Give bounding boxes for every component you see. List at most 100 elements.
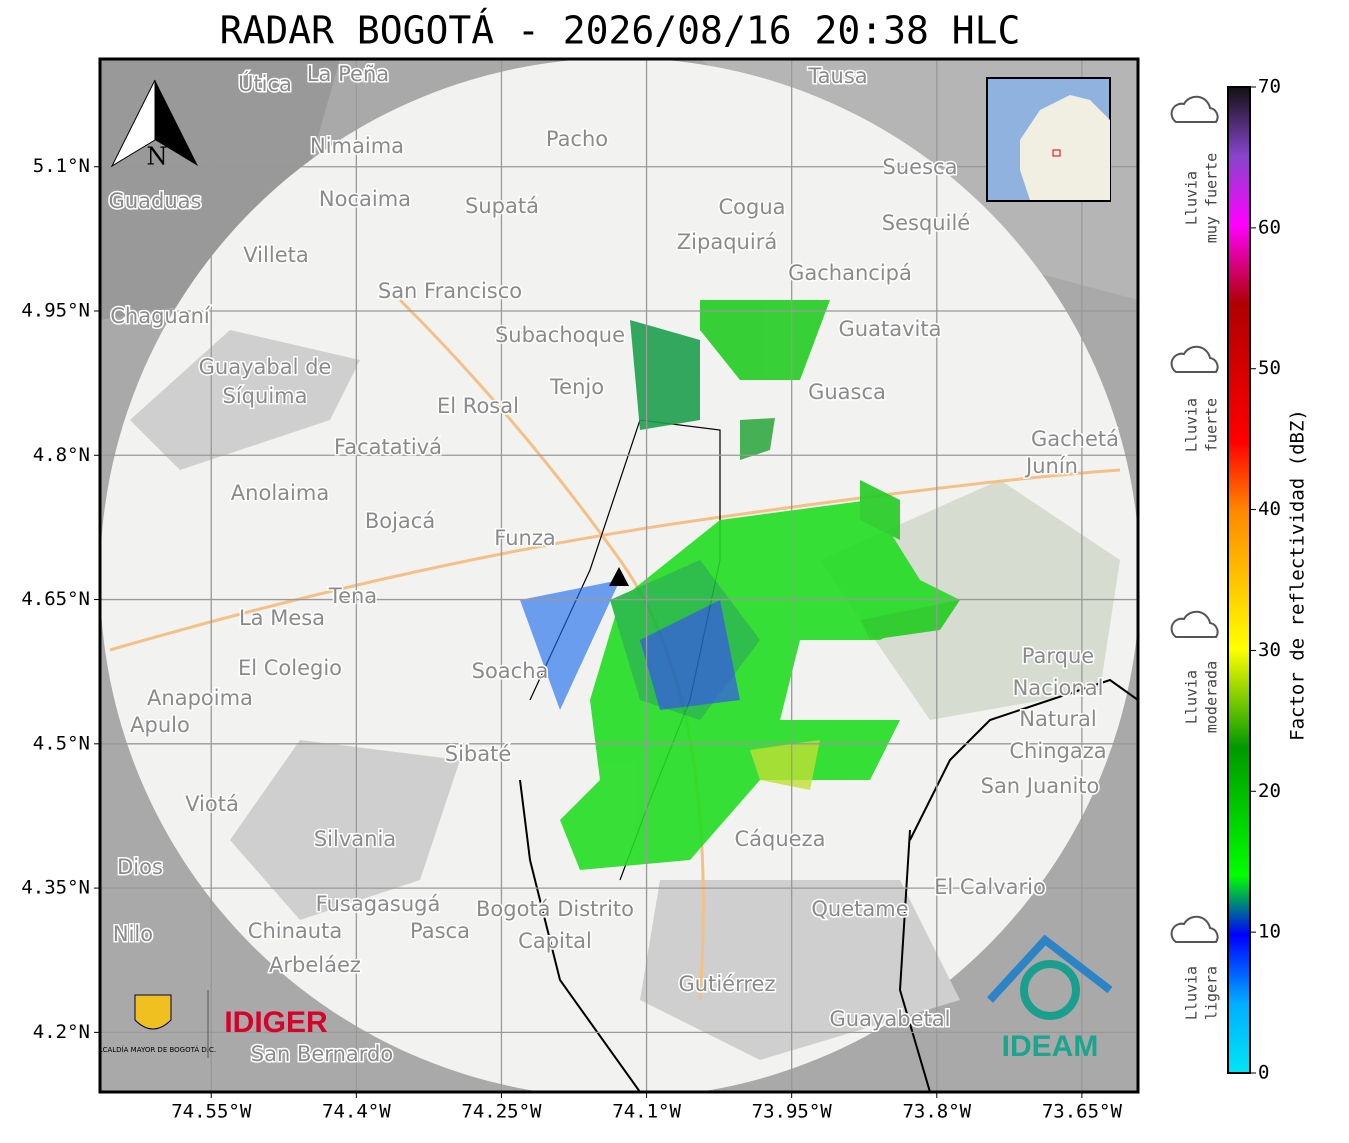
x-tick-label: 74.25°W — [461, 1101, 542, 1123]
place-label: El Calvario — [934, 875, 1046, 899]
map: ALCALDÍA MAYOR DE BOGOTÁ D.C. IDIGER IDE… — [94, 59, 1138, 1092]
colorbar-tick-label: 30 — [1258, 639, 1281, 661]
map-frame — [98, 57, 1140, 1094]
rain-icon — [1170, 915, 1219, 943]
colorbar-tick-label: 60 — [1258, 216, 1281, 238]
x-tick-label: 74.4°W — [322, 1101, 391, 1123]
place-label: Pasca — [410, 919, 470, 943]
y-tick-label: 5.1°N — [33, 155, 90, 177]
place-label: Subachoque — [495, 323, 625, 347]
x-tick-label: 73.8°W — [902, 1101, 971, 1123]
cloud — [1170, 610, 1219, 638]
place-label: Guatavita — [839, 317, 942, 341]
place-label: Arbeláez — [269, 953, 361, 977]
intensity-label: Lluvia — [1183, 171, 1201, 225]
intensity-label: moderada — [1203, 661, 1221, 733]
place-label: Anapoima — [147, 686, 253, 710]
place-label: Funza — [494, 526, 555, 550]
place-label: Silvania — [314, 827, 396, 851]
place-label: Sibaté — [445, 742, 512, 766]
x-tick-label: 74.1°W — [612, 1101, 681, 1123]
rain-icon — [1170, 345, 1219, 373]
place-label: Fusagasugá — [316, 892, 441, 916]
x-tick-label: 73.95°W — [752, 1101, 833, 1123]
place-label: Cáqueza — [735, 827, 826, 851]
y-tick-label: 4.5°N — [33, 732, 90, 754]
place-label: Nimaima — [310, 134, 404, 158]
colorbar-tick-label: 40 — [1258, 498, 1281, 520]
colorbar-label: Factor de reflectividad (dBZ) — [1287, 409, 1309, 741]
y-tick-label: 4.95°N — [21, 299, 90, 321]
y-tick-label: 4.8°N — [33, 444, 90, 466]
place-label: Chaguaní — [110, 304, 211, 328]
north-arrow: N — [110, 79, 198, 171]
place-label: Guayabal de — [199, 355, 332, 379]
radar-site — [609, 567, 629, 586]
place-label: Chingaza — [1009, 739, 1106, 763]
place-label: Facatativá — [334, 435, 442, 459]
alcaldia-text: ALCALDÍA MAYOR DE BOGOTÁ D.C. — [94, 1045, 216, 1054]
colorbar-tick-label: 20 — [1258, 780, 1281, 802]
place-label: Útica — [238, 71, 292, 96]
place-label: Tena — [328, 584, 377, 608]
place-label: Tenjo — [549, 375, 604, 399]
place-label: Supatá — [465, 194, 539, 218]
alcaldia-logo: ALCALDÍA MAYOR DE BOGOTÁ D.C. IDIGER — [94, 990, 328, 1058]
ideam-text: IDEAM — [1002, 1030, 1099, 1063]
place-label: Viotá — [185, 792, 239, 816]
place-label: Villeta — [243, 243, 308, 267]
colorbar-tick-label: 0 — [1258, 1062, 1269, 1084]
place-label: Chinauta — [248, 919, 342, 943]
place-label: San Francisco — [378, 279, 522, 303]
place-label: Zipaquirá — [677, 230, 777, 254]
place-label: Gachetá — [1031, 427, 1119, 451]
intensity-label: Lluvia — [1183, 966, 1201, 1020]
place-label: Parque — [1022, 644, 1094, 668]
place-label: Junín — [1024, 454, 1078, 478]
ideam-logo: IDEAM — [987, 934, 1113, 1063]
place-label: Guasca — [808, 380, 886, 404]
place-label: Cogua — [718, 195, 785, 219]
y-tick-label: 4.35°N — [21, 877, 90, 899]
place-label: Soacha — [472, 659, 549, 683]
place-label: Capital — [518, 929, 592, 953]
place-label: Nocaima — [319, 187, 411, 211]
place-label: Gutiérrez — [679, 972, 776, 996]
colorbar — [1227, 86, 1251, 1074]
intensity-label: muy fuerte — [1203, 153, 1221, 243]
colorbar-tick-label: 50 — [1258, 357, 1281, 379]
y-tick-label: 4.2°N — [33, 1021, 90, 1043]
place-label: Anolaima — [231, 481, 329, 505]
cloud — [1170, 95, 1219, 123]
place-label: Guaduas — [109, 189, 202, 213]
place-label: El Colegio — [238, 656, 342, 680]
x-tick-label: 73.65°W — [1042, 1101, 1123, 1123]
colorbar-tick-label: 70 — [1258, 76, 1281, 98]
rain-icon — [1170, 610, 1219, 638]
cloud — [1170, 345, 1219, 373]
place-label: Síquima — [223, 384, 308, 408]
north-label: N — [147, 143, 168, 171]
place-label: Sesquilé — [882, 211, 970, 235]
place-label: Pacho — [546, 127, 608, 151]
place-label: El Rosal — [437, 394, 519, 418]
intensity-label: ligera — [1203, 966, 1221, 1020]
place-label: Nilo — [113, 922, 153, 946]
place-label: Dios — [117, 855, 163, 879]
place-label: Guayabetal — [830, 1007, 951, 1031]
idiger-text: IDIGER — [224, 1006, 328, 1039]
colorbar-tick-label: 10 — [1258, 921, 1281, 943]
place-label: San Bernardo — [251, 1042, 393, 1066]
rain-icon — [1170, 95, 1219, 123]
place-label: San Juanito — [981, 774, 1100, 798]
place-label: Gachancipá — [788, 261, 912, 285]
place-label: Tausa — [807, 64, 867, 88]
cloud — [1170, 915, 1219, 943]
intensity-label: Lluvia — [1183, 398, 1201, 452]
place-label: La Mesa — [239, 606, 325, 630]
place-label: Quetame — [811, 897, 908, 921]
x-tick-label: 74.55°W — [171, 1101, 252, 1123]
place-label: Suesca — [883, 155, 958, 179]
place-label: Bogotá Distrito — [476, 897, 634, 921]
